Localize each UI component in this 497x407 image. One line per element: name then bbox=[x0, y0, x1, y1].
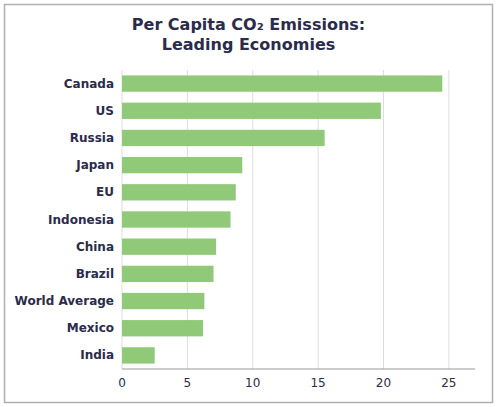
grid-line bbox=[448, 70, 449, 369]
y-tick-label: Russia bbox=[70, 131, 114, 145]
x-axis-line bbox=[122, 369, 475, 370]
title: Per Capita CO₂ Emissions:Leading Economi… bbox=[132, 15, 365, 54]
x-axis: 0 5 10 15 20 25 bbox=[118, 369, 475, 390]
bars bbox=[122, 75, 442, 363]
figure-border bbox=[5, 5, 493, 403]
y-tick-label: EU bbox=[96, 185, 114, 199]
y-tick-label: Indonesia bbox=[48, 213, 114, 227]
bar bbox=[122, 103, 381, 119]
y-tick-label: Brazil bbox=[76, 267, 114, 281]
y-tick-label: China bbox=[76, 240, 114, 254]
bar bbox=[122, 320, 203, 336]
x-tick-label: 0 bbox=[118, 376, 126, 390]
bar bbox=[122, 347, 155, 363]
chart-container: Per Capita CO₂ Emissions:Leading Economi… bbox=[0, 0, 497, 407]
grid-line bbox=[383, 70, 384, 369]
y-tick-label: US bbox=[96, 104, 114, 118]
x-tick-label: 5 bbox=[184, 376, 192, 390]
x-tick-label: 10 bbox=[245, 376, 260, 390]
grid bbox=[122, 70, 449, 369]
bar bbox=[122, 211, 231, 227]
bar bbox=[122, 130, 325, 146]
chart: Per Capita CO₂ Emissions:Leading Economi… bbox=[0, 0, 497, 407]
bar bbox=[122, 157, 242, 173]
bar bbox=[122, 184, 236, 200]
bar bbox=[122, 239, 216, 255]
y-tick-label: India bbox=[80, 348, 114, 362]
y-axis: India Mexico World Average Brazil China Indon… bbox=[15, 77, 114, 363]
y-tick-label: World Average bbox=[15, 294, 114, 308]
bar bbox=[122, 266, 214, 282]
x-tick-label: 25 bbox=[441, 376, 456, 390]
bar bbox=[122, 293, 204, 309]
y-tick-label: Japan bbox=[75, 158, 114, 172]
y-tick-label: Mexico bbox=[67, 321, 114, 335]
bar bbox=[122, 75, 442, 91]
x-tick-label: 15 bbox=[310, 376, 325, 390]
y-tick-label: Canada bbox=[64, 77, 114, 91]
x-tick-label: 20 bbox=[376, 376, 391, 390]
